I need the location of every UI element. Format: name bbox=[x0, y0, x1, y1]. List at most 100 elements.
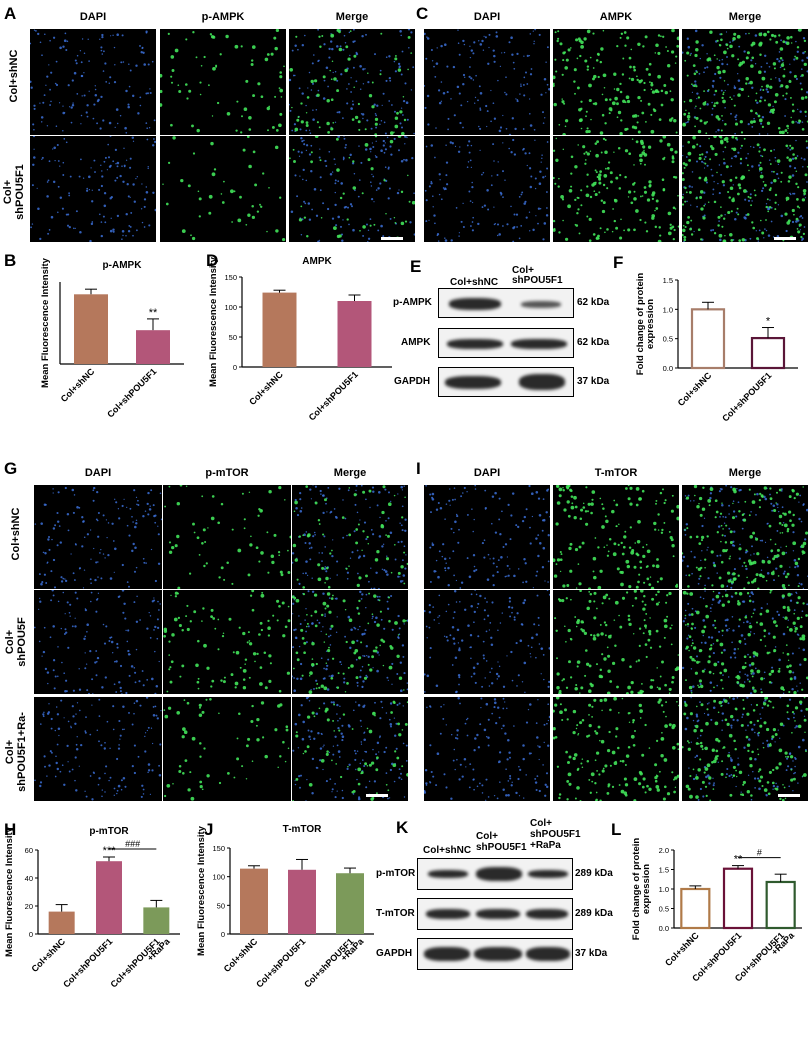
y-tick-label: 0.0 bbox=[663, 364, 673, 373]
row-label-g-shpou5f: Col+ shPOU5F bbox=[4, 602, 28, 682]
blot-e-lane-2: Col+ shPOU5F1 bbox=[512, 266, 563, 286]
micrograph-a-r1-c3 bbox=[289, 29, 415, 135]
blot-e-row-gapdh bbox=[438, 367, 574, 397]
y-tick-label: 60 bbox=[25, 846, 33, 855]
micrograph-i-r2-c1 bbox=[424, 590, 550, 694]
bar-1 bbox=[263, 293, 297, 367]
header-a-dapi: DAPI bbox=[30, 11, 156, 23]
chart-title: AMPK bbox=[302, 256, 332, 267]
y-tick-label: 50 bbox=[229, 333, 237, 342]
header-i-merge: Merge bbox=[682, 467, 808, 479]
header-a-p-ampk: p-AMPK bbox=[160, 11, 286, 23]
bracket-label: # bbox=[757, 848, 762, 858]
y-tick-label: 1.0 bbox=[659, 885, 669, 894]
micrograph-i-r1-c3 bbox=[682, 485, 808, 589]
micrograph-g-r3-c1 bbox=[34, 697, 162, 801]
x-tick-label: Col+shPOU5F1 bbox=[61, 936, 114, 989]
micrograph-a-r1-c2 bbox=[160, 29, 286, 135]
x-tick-label: Col+shPOU5F1 bbox=[105, 366, 158, 419]
y-tick-label: 0.0 bbox=[659, 924, 669, 933]
row-label-g-shpou5f1-ra: Col+ shPOU5F1+Ra- bbox=[4, 702, 28, 802]
blot-e-size-1: 62 kDa bbox=[577, 297, 609, 308]
header-i-dapi: DAPI bbox=[424, 467, 550, 479]
y-tick-label: 150 bbox=[224, 273, 237, 282]
panel-label-a: A bbox=[4, 4, 16, 24]
micrograph-a-r2-c2 bbox=[160, 136, 286, 242]
bar-2 bbox=[136, 330, 170, 364]
micrograph-i-r1-c1 bbox=[424, 485, 550, 589]
x-tick-label: Col+shPOU5F1 bbox=[307, 369, 360, 422]
micrograph-i-r2-c3 bbox=[682, 590, 808, 694]
bar-2 bbox=[338, 301, 372, 367]
x-tick-label: Col+shPOU5F1 bbox=[109, 936, 162, 989]
row-label-a-shpou5f1: Col+ shPOU5F1 bbox=[2, 152, 26, 232]
x-tick-label: Col+shPOU5F1 bbox=[302, 936, 355, 989]
x-tick-label: Col+shPOU5F1 bbox=[254, 936, 307, 989]
y-tick-label: 100 bbox=[212, 873, 225, 882]
micrograph-c-r1-c2 bbox=[553, 29, 679, 135]
bar-3 bbox=[336, 873, 364, 934]
micrograph-c-r1-c1 bbox=[424, 29, 550, 135]
y-tick-label: 1.5 bbox=[659, 866, 669, 875]
bar-1 bbox=[692, 309, 724, 368]
blot-e-row-ampk bbox=[438, 328, 574, 358]
blot-k-lane-2: Col+ shPOU5F1 bbox=[476, 831, 527, 853]
blot-k-size-1: 289 kDa bbox=[575, 868, 613, 879]
micrograph-g-r3-c3 bbox=[292, 697, 408, 801]
micrograph-g-r2-c3 bbox=[292, 590, 408, 694]
y-tick-label: 0 bbox=[221, 930, 225, 939]
blot-e-row-p-ampk bbox=[438, 288, 574, 318]
micrograph-i-r2-c2 bbox=[553, 590, 679, 694]
micrograph-i-r1-c2 bbox=[553, 485, 679, 589]
bracket-label: ### bbox=[125, 839, 140, 849]
y-tick-label: 100 bbox=[224, 303, 237, 312]
x-tick-label: Col+shPOU5F1 bbox=[720, 370, 773, 423]
chart-title: p-AMPK bbox=[103, 260, 143, 271]
y-tick-label: 0 bbox=[233, 363, 237, 372]
micrograph-c-r2-c2 bbox=[553, 136, 679, 242]
y-tick-label: 0 bbox=[29, 930, 33, 939]
blot-e-size-3: 37 kDa bbox=[577, 376, 609, 387]
micrograph-g-r3-c2 bbox=[163, 697, 291, 801]
micrograph-g-r1-c2 bbox=[163, 485, 291, 589]
chart-title: T-mTOR bbox=[283, 824, 322, 835]
x-tick-label: Col+shNC bbox=[676, 370, 714, 408]
bar-2 bbox=[96, 861, 122, 934]
header-g-dapi: DAPI bbox=[34, 467, 162, 479]
y-axis-label: Mean Fluorescence Intensity bbox=[196, 825, 207, 956]
header-g-merge: Merge bbox=[292, 467, 408, 479]
panel-label-k: K bbox=[396, 818, 408, 838]
blot-e-lane-1: Col+shNC bbox=[450, 277, 498, 288]
row-label-a-shnc: Col+shNC bbox=[8, 36, 20, 116]
micrograph-c-r2-c3 bbox=[682, 136, 808, 242]
chart-title: p-mTOR bbox=[89, 826, 129, 837]
x-tick-label: Col+shNC bbox=[222, 936, 260, 974]
scale-bar bbox=[366, 794, 388, 797]
x-tick-label: Col+shNC bbox=[247, 369, 285, 407]
significance-mark: * bbox=[766, 316, 771, 328]
micrograph-c-r1-c3 bbox=[682, 29, 808, 135]
blot-k-lane-1: Col+shNC bbox=[423, 845, 471, 856]
blot-k-row-p-mtor bbox=[417, 858, 573, 890]
micrograph-g-r1-c3 bbox=[292, 485, 408, 589]
significance-mark: *** bbox=[103, 845, 117, 857]
blot-k-row-gapdh bbox=[417, 938, 573, 970]
y-axis-label: expression bbox=[645, 299, 656, 349]
micrograph-g-r2-c2 bbox=[163, 590, 291, 694]
bar-1 bbox=[74, 294, 108, 364]
blot-k-row-t-mtor bbox=[417, 898, 573, 930]
header-c-merge: Merge bbox=[682, 11, 808, 23]
y-tick-label: 1.5 bbox=[663, 276, 673, 285]
bar-1 bbox=[240, 869, 268, 934]
y-axis-label: Mean Fluorescence Intensity bbox=[40, 257, 51, 388]
scale-bar bbox=[774, 237, 796, 240]
y-tick-label: 40 bbox=[25, 874, 33, 883]
micrograph-a-r2-c3 bbox=[289, 136, 415, 242]
y-tick-label: 2.0 bbox=[659, 846, 669, 855]
blot-k-size-2: 289 kDa bbox=[575, 908, 613, 919]
y-tick-label: 50 bbox=[217, 901, 225, 910]
blot-k-lane-3: Col+ shPOU5F1 +RaPa bbox=[530, 818, 581, 851]
